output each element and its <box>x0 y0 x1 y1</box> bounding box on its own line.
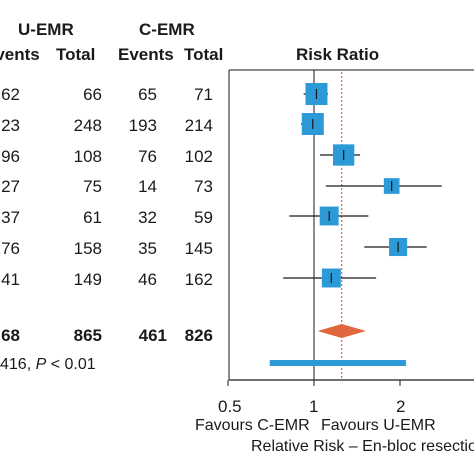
tick-label-2: 2 <box>396 397 406 416</box>
u-events-cell: 96 <box>1 147 20 166</box>
c-events-cell: 32 <box>138 208 157 227</box>
axis-title: Relative Risk – En-bloc resection <box>251 438 474 455</box>
tick-label-1: 1 <box>309 397 319 416</box>
c-total-cell: 73 <box>194 177 213 196</box>
total-u-total: 865 <box>73 326 102 345</box>
u-events-cell: 27 <box>1 177 20 196</box>
heterogeneity-p-label: P <box>35 356 47 373</box>
u-events-cell: 76 <box>1 239 20 258</box>
c-events-cell: 65 <box>138 85 157 104</box>
c-total-cell: 162 <box>184 270 213 289</box>
u-total-cell: 158 <box>73 239 102 258</box>
u-events-cell: 37 <box>1 208 20 227</box>
favours-left-label: Favours C-EMR <box>195 417 310 434</box>
u-total-cell: 149 <box>73 270 102 289</box>
total-u-events: 68 <box>1 326 20 345</box>
header-c-emr: C-EMR <box>139 20 195 39</box>
u-events-cell: 23 <box>1 116 20 135</box>
header-u-emr: U-EMR <box>18 20 74 39</box>
u-total-cell: 66 <box>83 85 102 104</box>
header-u-events: Events <box>0 45 40 64</box>
pooled-diamond <box>317 324 366 338</box>
c-total-cell: 214 <box>184 116 213 135</box>
c-total-cell: 102 <box>184 147 213 166</box>
tick-label-0-5: 0.5 <box>218 397 242 416</box>
c-total-cell: 145 <box>184 239 213 258</box>
u-events-cell: 62 <box>1 85 20 104</box>
c-events-cell: 35 <box>138 239 157 258</box>
total-c-events: 461 <box>138 326 167 345</box>
header-u-total: Total <box>56 45 96 64</box>
header-c-total: Total <box>184 45 224 64</box>
total-c-total: 826 <box>184 326 213 345</box>
header-c-events: Events <box>118 45 174 64</box>
favours-right-label: Favours U-EMR <box>321 417 436 434</box>
u-total-cell: 75 <box>83 177 102 196</box>
c-events-cell: 193 <box>128 116 157 135</box>
prediction-interval-bar <box>269 360 407 366</box>
c-total-cell: 59 <box>194 208 213 227</box>
u-events-cell: 41 <box>1 270 20 289</box>
c-events-cell: 76 <box>138 147 157 166</box>
header-risk-ratio: Risk Ratio <box>296 45 380 64</box>
u-total-cell: 248 <box>73 116 102 135</box>
u-total-cell: 61 <box>83 208 102 227</box>
u-total-cell: 108 <box>73 147 102 166</box>
c-events-cell: 14 <box>138 177 157 196</box>
c-events-cell: 46 <box>138 270 157 289</box>
heterogeneity-p-value: < 0.01 <box>46 356 96 373</box>
heterogeneity-text: 416, <box>0 356 36 373</box>
c-total-cell: 71 <box>194 85 213 104</box>
heterogeneity-stat: 416, P < 0.01 <box>0 357 96 373</box>
